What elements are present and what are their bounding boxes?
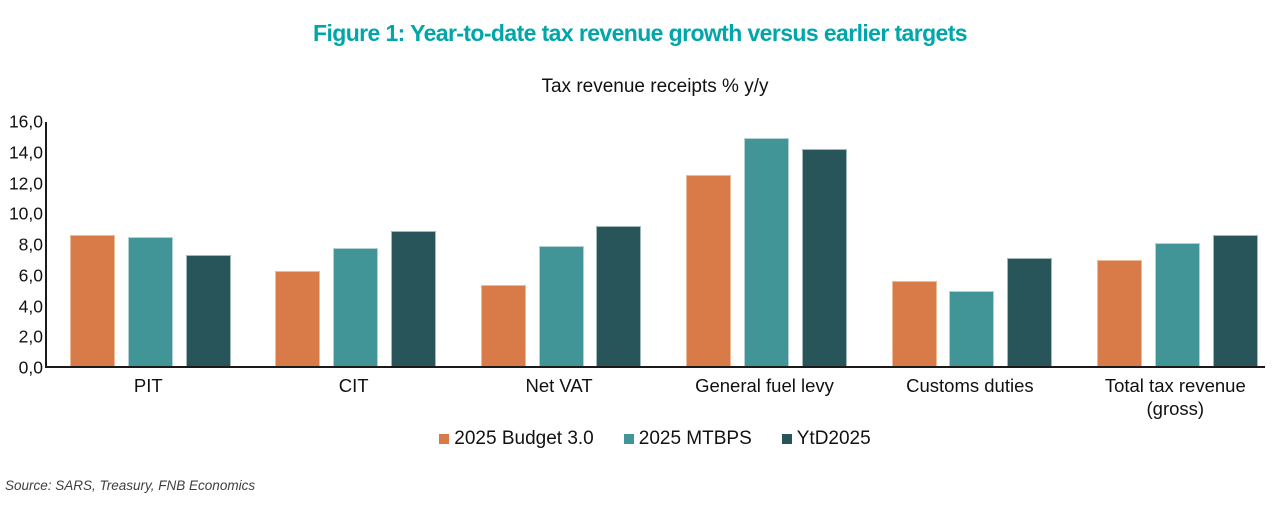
category-label: Net VAT xyxy=(525,375,593,396)
plot-area xyxy=(45,122,1265,368)
bar xyxy=(70,235,115,366)
legend-label: YtD2025 xyxy=(796,428,871,449)
bar xyxy=(1154,243,1200,366)
bar xyxy=(538,246,584,366)
legend: 2025 Budget 3.0 2025 MTBPS YtD2025 xyxy=(45,428,1265,450)
source-note: Source: SARS, Treasury, FNB Economics xyxy=(5,478,256,493)
category-label: General fuel levy xyxy=(695,375,834,396)
y-tick-label: 4,0 xyxy=(18,296,43,316)
bar xyxy=(686,175,732,366)
legend-item: 2025 Budget 3.0 xyxy=(439,428,594,450)
bar xyxy=(744,138,789,366)
bar xyxy=(127,236,173,366)
y-tick-label: 2,0 xyxy=(18,326,43,347)
category-label: Customs duties xyxy=(906,375,1034,396)
legend-item: 2025 MTBPS xyxy=(623,428,752,450)
bar xyxy=(801,149,847,366)
bar xyxy=(1007,258,1053,366)
category-label: PIT xyxy=(133,375,163,396)
legend-label: 2025 MTBPS xyxy=(638,428,752,449)
legend-label: 2025 Budget 3.0 xyxy=(454,428,594,449)
y-tick-label: 12,0 xyxy=(8,173,43,193)
y-tick-label: 0,0 xyxy=(18,357,43,378)
chart-title: Tax revenue receipts % y/y xyxy=(541,76,769,97)
legend-swatch-icon xyxy=(623,434,634,444)
y-tick-label: 10,0 xyxy=(8,203,43,224)
legend-item: YtD2025 xyxy=(781,428,871,450)
y-tick-label: 8,0 xyxy=(18,234,43,255)
y-tick-label: 16,0 xyxy=(8,111,43,132)
bar xyxy=(1097,259,1142,366)
bar xyxy=(891,281,937,366)
figure-title: Figure 1: Year-to-date tax revenue growt… xyxy=(313,20,968,46)
category-label: CIT xyxy=(338,375,369,396)
legend-swatch-icon xyxy=(439,434,450,444)
y-tick-label: 14,0 xyxy=(8,142,43,163)
bar xyxy=(1212,235,1258,366)
legend-swatch-icon xyxy=(781,434,792,444)
bar xyxy=(949,290,995,366)
bar xyxy=(596,226,642,366)
bar xyxy=(333,247,379,366)
y-tick-label: 6,0 xyxy=(18,265,43,286)
bar xyxy=(275,270,321,366)
category-label: Total tax revenue (gross) xyxy=(1104,375,1246,420)
bar xyxy=(391,230,436,366)
bar xyxy=(480,284,526,366)
bar xyxy=(185,255,231,366)
